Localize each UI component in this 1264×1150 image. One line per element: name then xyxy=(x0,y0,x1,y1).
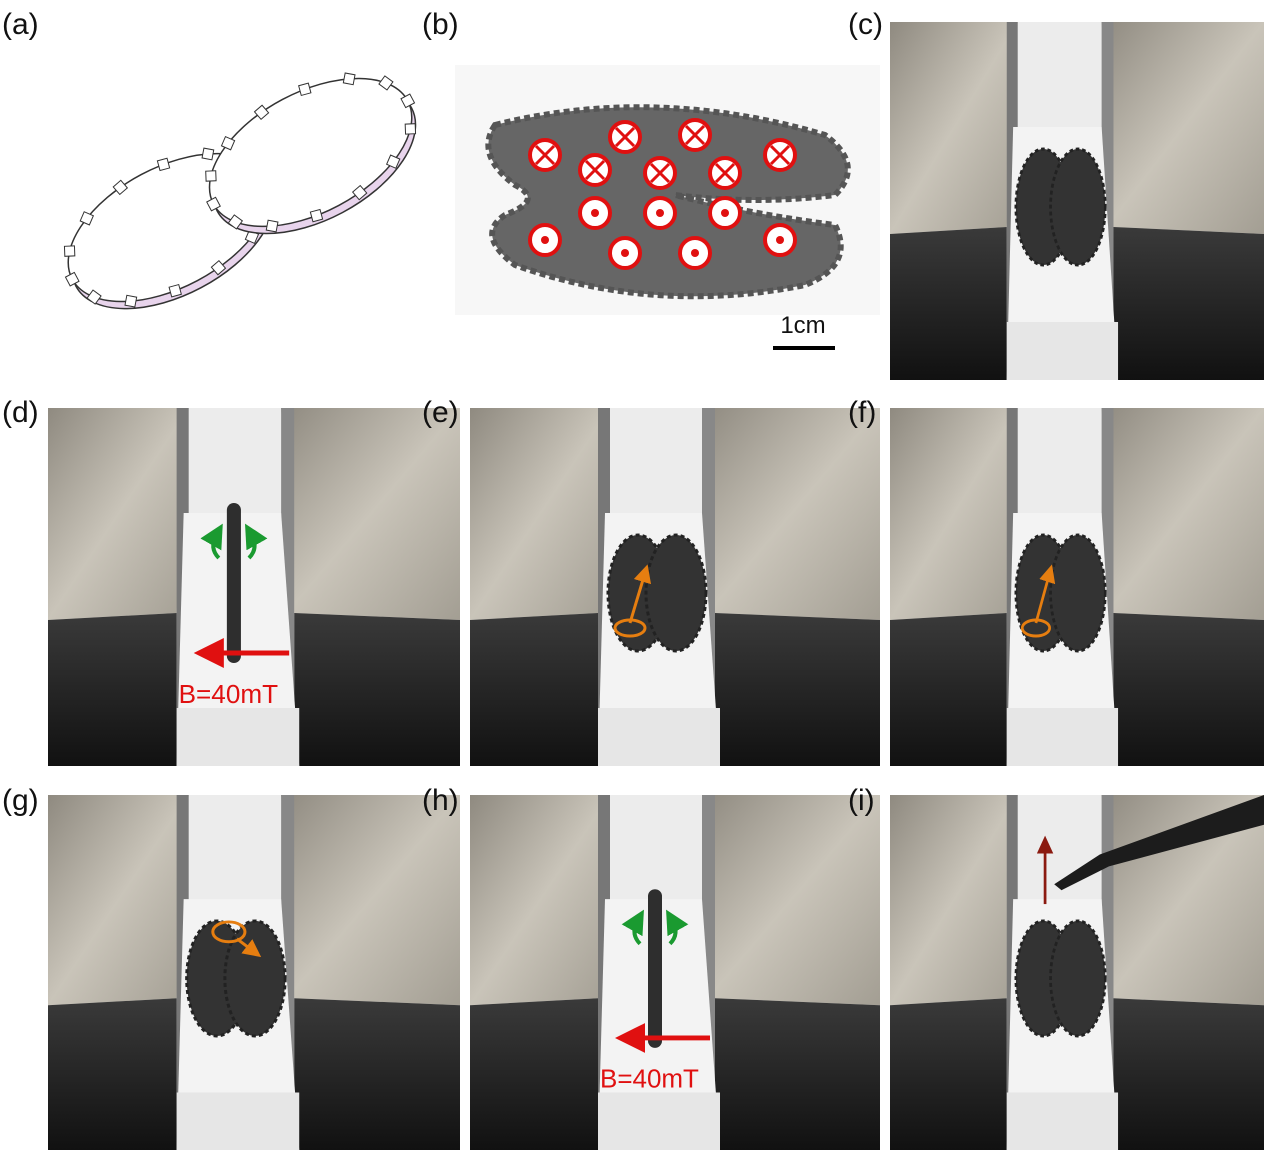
tooth xyxy=(64,246,74,256)
scene xyxy=(48,408,460,766)
panel-label: (h) xyxy=(422,784,459,817)
panel: 1cm xyxy=(455,65,880,348)
robot xyxy=(227,503,241,663)
photo xyxy=(890,408,1264,766)
robot xyxy=(648,889,662,1048)
photo xyxy=(470,408,880,766)
panel-label: (f) xyxy=(848,396,876,429)
panel-label: (c) xyxy=(848,8,883,41)
field-out-dot xyxy=(691,249,699,257)
robot-lobe xyxy=(646,535,706,651)
tooth xyxy=(169,285,181,297)
field-out-dot xyxy=(721,209,729,217)
figure: (a) 1cm (b) (c) B=40mT (d) (e) (f) (g) B=40mT (h) (… xyxy=(0,0,1264,1150)
tooth xyxy=(343,73,355,85)
tooth xyxy=(202,148,214,160)
panel: B=40mT xyxy=(48,408,460,766)
photo: B=40mT xyxy=(470,795,880,1150)
robot-lobe xyxy=(1051,921,1106,1036)
panel-label: (i) xyxy=(848,784,875,817)
field-out-dot xyxy=(621,249,629,257)
field-out-dot xyxy=(776,236,784,244)
tooth xyxy=(405,124,415,134)
panel: B=40mT xyxy=(470,795,880,1150)
robot-drawing xyxy=(38,42,445,342)
photo xyxy=(48,795,460,1150)
panel xyxy=(48,795,460,1150)
panel xyxy=(890,795,1264,1150)
scale-bar-label: 1cm xyxy=(780,312,825,339)
tooth xyxy=(157,158,169,170)
panel-label: (e) xyxy=(422,396,459,429)
tooth xyxy=(310,209,322,221)
field-label: B=40mT xyxy=(179,679,278,709)
panel-label: (b) xyxy=(422,8,459,41)
field-out-dot xyxy=(541,236,549,244)
field-out-dot xyxy=(656,209,664,217)
tooth xyxy=(299,83,311,95)
robot-lobe xyxy=(1051,149,1106,265)
panel xyxy=(890,22,1264,380)
panel xyxy=(470,408,880,766)
panel-label: (a) xyxy=(2,8,39,41)
photo xyxy=(890,795,1264,1150)
robot-lobe xyxy=(225,921,285,1036)
panel-label: (g) xyxy=(2,784,39,817)
panel xyxy=(38,42,445,342)
robot-lobe xyxy=(1051,535,1106,651)
field-out-dot xyxy=(591,209,599,217)
tooth xyxy=(266,220,278,232)
field-label: B=40mT xyxy=(600,1066,699,1094)
scene xyxy=(470,795,880,1150)
photo xyxy=(890,22,1264,380)
photo: B=40mT xyxy=(48,408,460,766)
tooth xyxy=(125,295,137,307)
panel xyxy=(890,408,1264,766)
tooth xyxy=(206,171,216,181)
panel-label: (d) xyxy=(2,396,39,429)
